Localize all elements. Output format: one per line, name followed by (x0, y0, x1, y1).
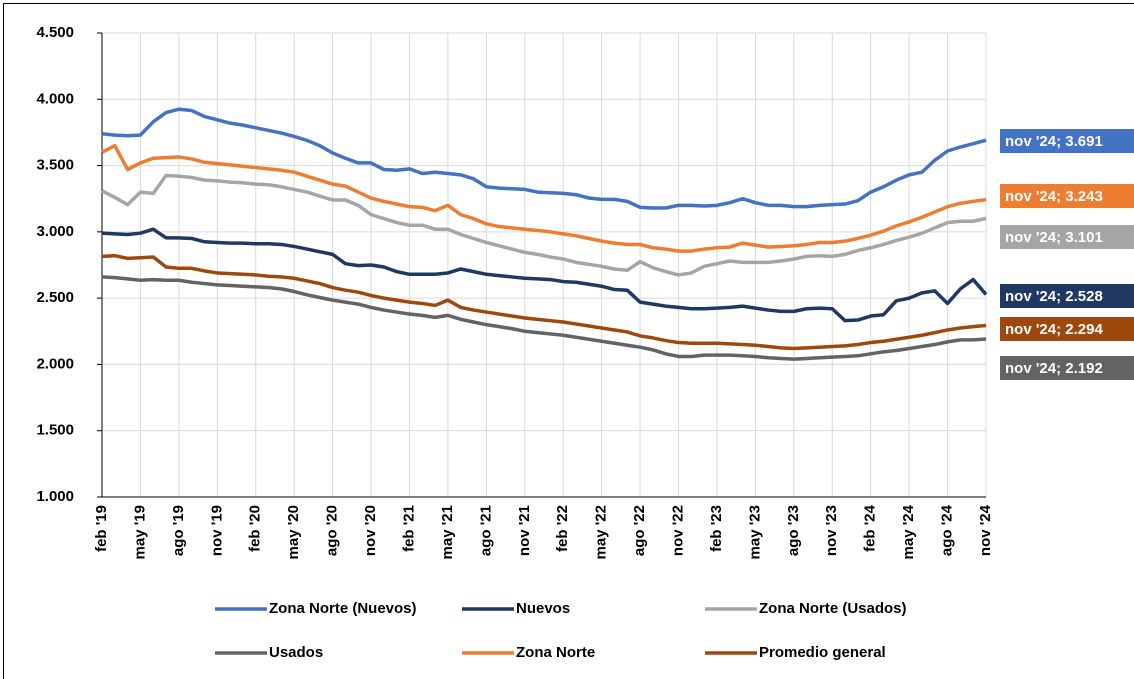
legend-label: Usados (269, 644, 323, 661)
x-tick-label: nov '22 (669, 505, 686, 556)
legend-label: Zona Norte (Nuevos) (269, 600, 417, 617)
x-tick-label: may '21 (439, 505, 456, 559)
data-label-box (1000, 284, 1134, 308)
x-tick-label: may '20 (285, 505, 302, 559)
legend-label: Zona Norte (Usados) (759, 600, 907, 617)
x-tick-label: ago '19 (170, 505, 187, 556)
y-tick-label: 2.500 (36, 289, 74, 306)
series-line (101, 275, 987, 361)
x-tick-label: nov '21 (516, 505, 533, 556)
y-tick-label: 3.000 (36, 223, 74, 240)
data-label: nov '24; 3.243 (1005, 188, 1103, 205)
legend-label: Promedio general (759, 644, 886, 661)
data-label-box (1000, 184, 1134, 208)
y-tick-label: 4.500 (36, 24, 74, 41)
x-tick-label: feb '22 (554, 505, 571, 552)
data-label-box (1000, 129, 1134, 153)
x-tick-label: feb '19 (93, 505, 110, 552)
x-tick-label: may '24 (900, 504, 917, 559)
x-tick-label: feb '23 (708, 505, 725, 552)
y-tick-label: 1.500 (36, 422, 74, 439)
series-line (101, 227, 988, 323)
y-tick-label: 2.000 (36, 355, 74, 372)
x-tick-label: may '23 (746, 505, 763, 559)
x-tick-label: nov '19 (208, 505, 225, 556)
data-label: nov '24; 2.294 (1005, 321, 1103, 338)
x-tick-label: feb '24 (862, 504, 879, 552)
series-line (101, 143, 987, 253)
data-label: nov '24; 3.101 (1005, 229, 1103, 246)
x-tick-label: nov '23 (823, 505, 840, 556)
x-tick-label: ago '23 (785, 505, 802, 556)
data-label-box (1000, 225, 1134, 249)
x-tick-label: ago '22 (631, 505, 648, 556)
legend-label: Zona Norte (516, 644, 595, 661)
x-tick-label: feb '21 (400, 505, 417, 552)
x-tick-label: ago '24 (939, 504, 956, 556)
x-tick-label: nov '24 (977, 504, 994, 556)
data-label: nov '24; 2.528 (1005, 288, 1103, 305)
x-tick-label: ago '21 (477, 505, 494, 556)
x-tick-label: ago '20 (324, 505, 341, 556)
series-line (101, 173, 987, 277)
data-label: nov '24; 3.691 (1005, 133, 1103, 150)
x-tick-label: nov '20 (362, 505, 379, 556)
x-tick-label: may '19 (131, 505, 148, 559)
series-line (101, 253, 987, 351)
data-label: nov '24; 2.192 (1005, 360, 1103, 377)
data-label-box (1000, 356, 1134, 380)
y-tick-label: 4.000 (36, 90, 74, 107)
legend-label: Nuevos (516, 600, 570, 617)
x-tick-label: feb '20 (247, 505, 264, 552)
x-tick-label: may '22 (593, 505, 610, 559)
y-tick-label: 1.000 (36, 488, 74, 505)
data-label-box (1000, 317, 1134, 341)
y-tick-label: 3.500 (36, 157, 74, 174)
series-line (101, 107, 987, 210)
